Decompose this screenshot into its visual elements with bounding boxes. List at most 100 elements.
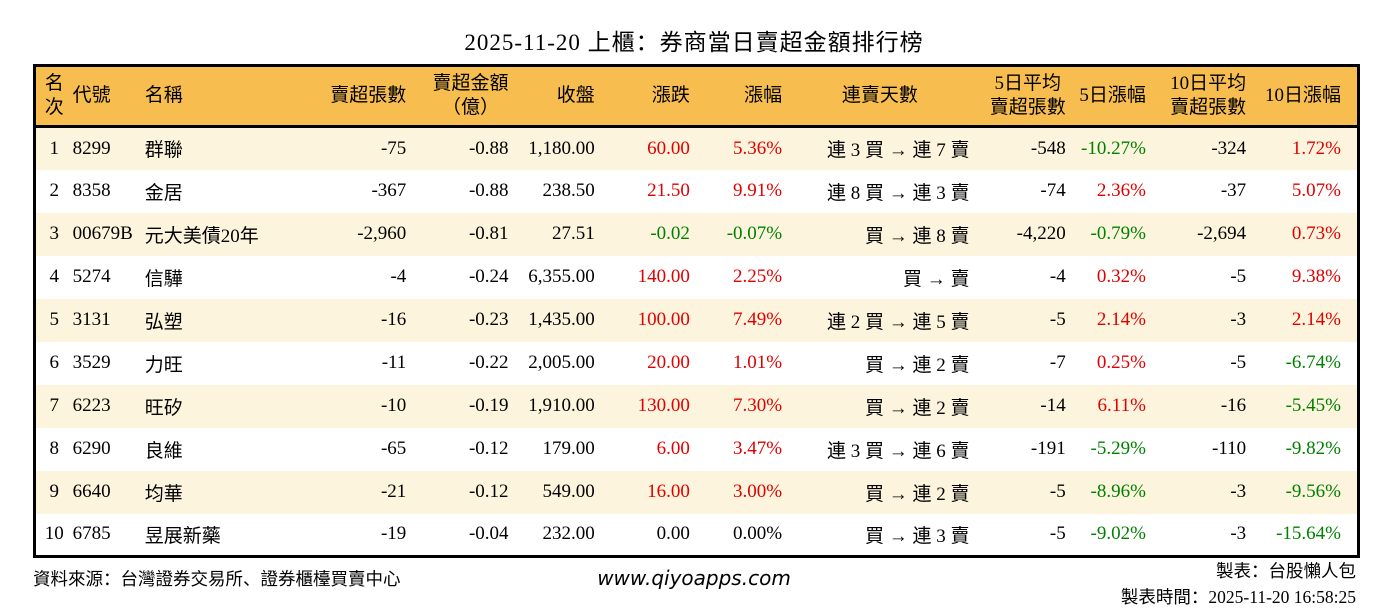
col-header-sell-amount-line2: （億） xyxy=(442,97,500,118)
change-value: 0.00 xyxy=(656,523,690,545)
col-header-avg5-line2: 賣超張數 xyxy=(989,97,1066,118)
cell-avg10: -3 xyxy=(1230,523,1247,545)
cell-avg5: -74 xyxy=(1040,180,1066,201)
change-pct-value: -0.07% xyxy=(726,223,783,244)
cell-avg10: -5 xyxy=(1230,352,1247,373)
pct10-value: -5.45% xyxy=(1285,395,1341,416)
cell-streak: 連 3 買 → 連 6 賣 xyxy=(827,440,970,462)
pct5-value: -9.02% xyxy=(1090,523,1146,545)
change-pct-value: 7.49% xyxy=(733,309,783,330)
cell-code: 6223 xyxy=(72,395,111,416)
cell-code: 8299 xyxy=(72,137,111,159)
table-row: 7 6223 旺矽 -10 -0.19 1,910.00 130.00 7.30… xyxy=(34,384,1359,428)
cell-sell-amount: -0.22 xyxy=(468,352,509,373)
cell-streak: 連 2 買 → 連 5 賣 xyxy=(827,311,970,333)
cell-sell-amount: -0.04 xyxy=(468,523,509,545)
cell-streak: 買 → 連 2 賣 xyxy=(865,397,970,419)
cell-sell-amount: -0.19 xyxy=(468,395,509,416)
cell-close: 2,005.00 xyxy=(528,352,595,373)
page-title: 2025-11-20 上櫃：券商當日賣超金額排行榜 xyxy=(464,30,924,55)
pct10-value: 0.73% xyxy=(1291,223,1341,244)
cell-avg10: -16 xyxy=(1220,395,1247,416)
cell-pct5: 6.11% xyxy=(1070,385,1150,428)
cell-pct5: -8.96% xyxy=(1070,471,1150,514)
pct5-value: -5.29% xyxy=(1090,438,1146,459)
cell-name: 良維 xyxy=(144,440,183,462)
cell-pct10: 1.72% xyxy=(1250,127,1358,170)
cell-change-pct: 7.30% xyxy=(694,385,786,428)
cell-change-pct: 1.01% xyxy=(694,342,786,385)
table-row: 2 8358 金居 -367 -0.88 238.50 21.50 9.91% … xyxy=(35,170,1359,213)
cell-code: 8358 xyxy=(72,180,111,201)
cell-name: 弘塑 xyxy=(144,311,183,333)
cell-streak: 連 8 買 → 連 3 賣 xyxy=(827,182,970,204)
cell-name: 旺矽 xyxy=(144,397,183,419)
cell-change: 6.00 xyxy=(599,428,694,471)
cell-pct10: -15.64% xyxy=(1250,514,1358,557)
table-row: 6 3529 力旺 -11 -0.22 2,005.00 20.00 1.01%… xyxy=(35,342,1359,385)
cell-streak: 買 → 賣 xyxy=(903,268,970,290)
cell-code: 3131 xyxy=(72,309,111,330)
data-source-note: 資料來源：台灣證券交易所、證券櫃檯買賣中心 xyxy=(33,569,401,589)
cell-sell-amount: -0.88 xyxy=(468,137,509,159)
pct5-value: 2.36% xyxy=(1096,180,1146,201)
cell-pct10: -9.56% xyxy=(1250,471,1358,514)
cell-avg10: -324 xyxy=(1211,137,1247,159)
cell-name: 昱展新藥 xyxy=(144,525,221,547)
cell-close: 238.50 xyxy=(542,180,595,201)
cell-close: 232.00 xyxy=(542,523,595,545)
website-url: www.qiyoapps.com xyxy=(597,566,791,590)
cell-change-pct: 3.00% xyxy=(694,471,786,514)
col-header-pct5: 5日漲幅 xyxy=(1079,85,1146,107)
pct10-value: -6.74% xyxy=(1285,352,1341,373)
cell-rank: 5 xyxy=(49,309,60,330)
cell-rank: 9 xyxy=(49,481,60,502)
cell-avg5: -14 xyxy=(1040,395,1066,416)
cell-sell-volume: -19 xyxy=(380,523,407,545)
cell-sell-volume: -4 xyxy=(390,266,407,287)
cell-change: -0.02 xyxy=(599,213,694,256)
cell-name: 力旺 xyxy=(144,354,183,376)
change-pct-value: 9.91% xyxy=(733,180,783,201)
cell-change-pct: -0.07% xyxy=(694,213,786,256)
col-header-close: 收盤 xyxy=(556,85,595,107)
cell-pct10: 2.14% xyxy=(1250,299,1358,342)
cell-avg10: -37 xyxy=(1220,180,1247,201)
cell-streak: 買 → 連 2 賣 xyxy=(865,354,970,376)
cell-sell-volume: -75 xyxy=(380,137,407,159)
cell-avg5: -7 xyxy=(1049,352,1066,373)
cell-pct5: 0.25% xyxy=(1070,342,1150,385)
cell-rank: 3 xyxy=(49,223,60,244)
pct10-value: 2.14% xyxy=(1291,309,1341,330)
col-header-avg5-line1: 5日平均 xyxy=(994,73,1061,95)
table-row: 9 6640 均華 -21 -0.12 549.00 16.00 3.00% 買… xyxy=(34,470,1359,514)
cell-change-pct: 2.25% xyxy=(694,256,786,299)
cell-rank: 6 xyxy=(49,352,60,373)
table-header: 名次 代號 名稱 賣超張數 賣超金額 （億） 收盤 漲跌 漲幅 連賣天數 5日平均… xyxy=(34,65,1359,127)
table-row: 10 6785 昱展新藥 -19 -0.04 232.00 0.00 0.00%… xyxy=(35,514,1359,557)
cell-avg5: -4 xyxy=(1049,266,1066,287)
cell-change-pct: 3.47% xyxy=(694,428,786,471)
col-header-streak: 連賣天數 xyxy=(841,85,918,107)
cell-sell-amount: -0.88 xyxy=(468,180,509,201)
cell-pct5: 0.32% xyxy=(1070,256,1150,299)
change-pct-value: 3.47% xyxy=(733,438,783,459)
cell-pct5: 2.14% xyxy=(1070,299,1150,342)
cell-close: 1,910.00 xyxy=(528,395,595,416)
cell-change: 20.00 xyxy=(599,342,694,385)
pct10-value: -9.56% xyxy=(1285,481,1341,502)
cell-code: 6290 xyxy=(72,438,111,459)
cell-avg5: -4,220 xyxy=(1016,223,1066,244)
cell-avg10: -2,694 xyxy=(1197,223,1247,244)
col-header-change-pct: 漲幅 xyxy=(744,85,783,107)
cell-sell-volume: -21 xyxy=(380,481,407,502)
cell-sell-amount: -0.23 xyxy=(468,309,509,330)
cell-sell-amount: -0.24 xyxy=(468,266,509,287)
col-header-code: 代號 xyxy=(72,85,111,107)
pct10-value: 9.38% xyxy=(1291,266,1341,287)
change-pct-value: 2.25% xyxy=(733,266,783,287)
pct5-value: -0.79% xyxy=(1090,223,1146,244)
cell-change-pct: 9.91% xyxy=(694,170,786,213)
cell-streak: 買 → 連 3 賣 xyxy=(865,525,970,547)
